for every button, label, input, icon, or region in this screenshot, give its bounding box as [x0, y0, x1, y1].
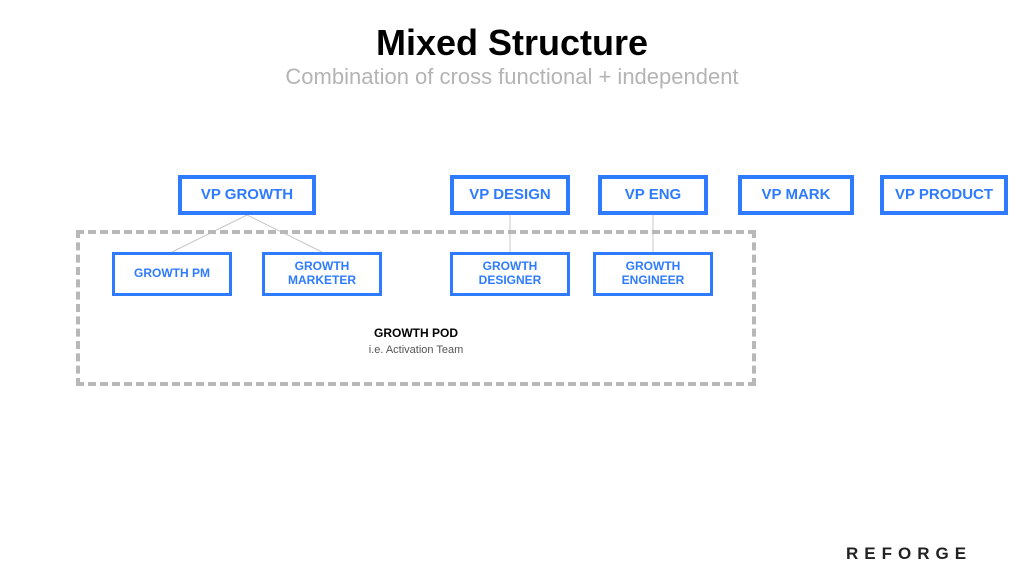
diagram-stage: Mixed Structure Combination of cross fun… [0, 0, 1024, 576]
page-subtitle: Combination of cross functional + indepe… [0, 64, 1024, 90]
org-node-vp-mark: VP MARK [738, 175, 854, 215]
org-node-vp-eng: VP ENG [598, 175, 708, 215]
org-node-growth-marketer: GROWTH MARKETER [262, 252, 382, 296]
org-node-growth-pm: GROWTH PM [112, 252, 232, 296]
org-node-vp-growth: VP GROWTH [178, 175, 316, 215]
org-node-growth-engineer: GROWTH ENGINEER [593, 252, 713, 296]
growth-pod-title: GROWTH POD [76, 326, 756, 340]
org-node-vp-design: VP DESIGN [450, 175, 570, 215]
org-node-growth-designer: GROWTH DESIGNER [450, 252, 570, 296]
org-node-vp-product: VP PRODUCT [880, 175, 1008, 215]
growth-pod-subtitle: i.e. Activation Team [76, 344, 756, 356]
page-title: Mixed Structure [0, 22, 1024, 64]
brand-reforge: REFORGE [846, 544, 972, 564]
